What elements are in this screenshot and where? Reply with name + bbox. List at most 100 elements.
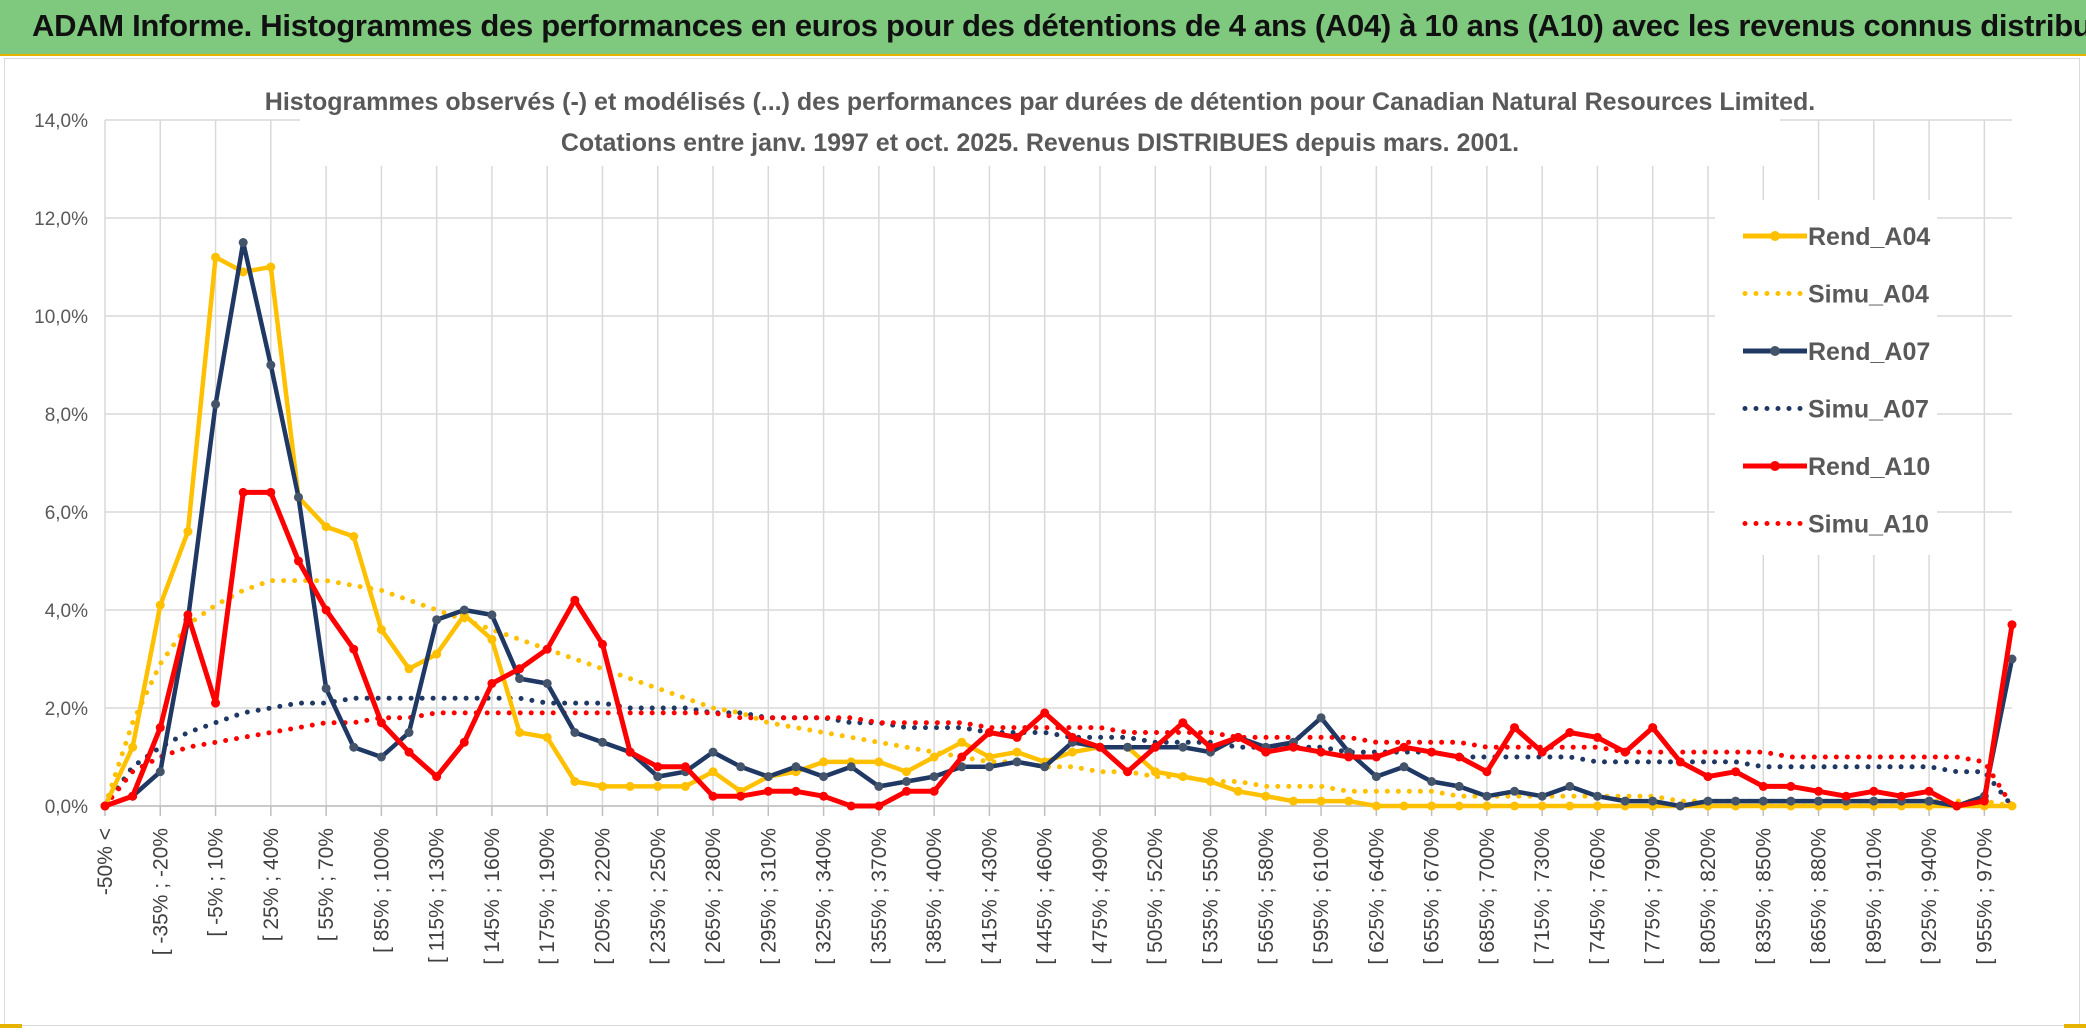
data-point-rend-a04 — [238, 267, 248, 277]
data-point-rend-a07 — [211, 399, 221, 409]
data-point-rend-a07 — [1565, 781, 1575, 791]
data-point-rend-a07 — [736, 762, 746, 772]
data-point-rend-a10 — [1731, 767, 1741, 777]
x-tick-label: [ 235% ; 250% — [647, 828, 670, 965]
data-point-rend-a10 — [155, 723, 165, 733]
data-point-rend-a04 — [1288, 796, 1298, 806]
data-point-rend-a10 — [957, 752, 967, 762]
legend: Rend_A04 Simu_A04 Rend_A07 Simu_A07 Rend_A10… — [1715, 200, 1937, 555]
data-point-rend-a10 — [1537, 747, 1547, 757]
x-tick-label: [ 175% ; 190% — [536, 828, 559, 965]
data-point-rend-a10 — [1178, 718, 1188, 728]
data-point-rend-a04 — [1399, 801, 1409, 811]
legend-label: Rend_A07 — [1808, 338, 1930, 366]
data-point-rend-a07 — [929, 772, 939, 782]
y-tick-label: 12,0% — [34, 209, 88, 230]
legend-marker — [1770, 231, 1780, 241]
data-point-rend-a10 — [1565, 728, 1575, 737]
y-tick-label: 0,0% — [45, 797, 88, 818]
x-tick-label: [ 625% ; 640% — [1365, 828, 1388, 965]
data-point-rend-a07 — [238, 238, 248, 247]
data-point-rend-a10 — [1592, 732, 1602, 742]
x-tick-label: [ 925% ; 940% — [1918, 828, 1941, 965]
x-tick-label: [ -35% ; -20% — [149, 828, 172, 955]
data-point-rend-a10 — [570, 595, 580, 605]
data-point-rend-a10 — [1841, 791, 1851, 801]
legend-label: Simu_A07 — [1808, 396, 1929, 424]
data-point-rend-a07 — [957, 762, 967, 772]
data-point-rend-a10 — [1206, 742, 1216, 752]
data-point-rend-a07 — [293, 492, 303, 502]
x-tick-label: [ 415% ; 430% — [978, 828, 1001, 965]
data-point-rend-a04 — [1344, 796, 1354, 806]
data-point-rend-a07 — [1482, 791, 1492, 801]
data-point-rend-a07 — [1427, 777, 1437, 786]
x-tick-label: [ 25% ; 40% — [260, 828, 283, 941]
x-tick-label: [ 745% ; 760% — [1586, 828, 1609, 965]
data-point-rend-a04 — [1206, 777, 1216, 786]
data-point-rend-a10 — [1288, 742, 1298, 752]
x-tick-label: [ 865% ; 880% — [1808, 828, 1831, 965]
corner-accent-left — [0, 1024, 22, 1028]
corner-accent-right — [2064, 1024, 2086, 1028]
series-rend-a07 — [100, 238, 2017, 811]
x-tick-label: [ 115% ; 130% — [426, 828, 449, 963]
x-tick-label: [ 355% ; 370% — [868, 828, 891, 965]
data-point-rend-a07 — [1123, 742, 1133, 752]
legend-marker — [1770, 346, 1780, 356]
data-point-rend-a07 — [1648, 796, 1658, 806]
series-line-rend-a10 — [104, 489, 2015, 809]
legend-label: Simu_A10 — [1808, 511, 1929, 539]
data-point-rend-a04 — [1482, 801, 1492, 811]
data-point-rend-a07 — [1786, 796, 1796, 806]
data-point-rend-a07 — [846, 762, 856, 772]
data-point-rend-a10 — [211, 698, 221, 708]
data-point-rend-a10 — [1758, 781, 1768, 791]
data-point-rend-a10 — [1344, 752, 1354, 762]
data-point-rend-a10 — [1648, 723, 1658, 733]
data-point-rend-a04 — [1427, 801, 1437, 811]
data-point-rend-a10 — [1012, 732, 1022, 742]
data-point-rend-a07 — [1869, 796, 1879, 806]
x-tick-label: [ 565% ; 580% — [1255, 828, 1278, 965]
data-point-rend-a07 — [1924, 796, 1934, 806]
data-point-rend-a10 — [846, 801, 856, 811]
x-tick-label: [ 805% ; 820% — [1697, 828, 1720, 965]
data-point-rend-a07 — [2007, 654, 2017, 664]
data-point-rend-a07 — [542, 679, 552, 688]
data-point-rend-a04 — [708, 767, 718, 777]
data-point-rend-a07 — [1012, 757, 1022, 767]
data-point-rend-a04 — [183, 527, 193, 537]
series-line-simu-a04 — [102, 578, 2015, 809]
data-point-rend-a07 — [1758, 796, 1768, 806]
data-point-rend-a07 — [404, 728, 414, 737]
data-point-rend-a04 — [404, 664, 414, 674]
data-point-rend-a10 — [1316, 747, 1326, 757]
legend-item-simu-a04: Simu_A04 — [1742, 281, 1929, 309]
data-point-rend-a10 — [929, 786, 939, 796]
data-point-rend-a10 — [100, 801, 110, 811]
x-tick-label: [ 895% ; 910% — [1863, 828, 1886, 965]
banner-title: ADAM Informe. Histogrammes des performan… — [32, 8, 2086, 43]
x-tick-label: [ 955% ; 970% — [1973, 828, 1996, 965]
data-point-rend-a10 — [487, 679, 497, 688]
data-point-rend-a07 — [1399, 762, 1409, 772]
data-point-rend-a07 — [376, 752, 386, 762]
data-point-rend-a07 — [1675, 801, 1685, 811]
data-point-rend-a04 — [653, 781, 663, 791]
data-point-rend-a07 — [1040, 762, 1050, 772]
x-tick-label: [ 535% ; 550% — [1200, 828, 1223, 965]
chart-frame — [4, 58, 2080, 1026]
data-point-rend-a10 — [1952, 801, 1962, 811]
data-point-rend-a10 — [625, 747, 635, 757]
legend-marker — [1770, 461, 1780, 471]
x-tick-label: [ 385% ; 400% — [923, 828, 946, 965]
data-point-rend-a07 — [763, 772, 773, 782]
y-axis-ticks: 0,0% 2,0% 4,0% 6,0% 8,0% 10,0% 12,0% 14,0% — [34, 111, 88, 818]
data-point-rend-a04 — [984, 752, 994, 762]
legend-item-simu-a07: Simu_A07 — [1742, 396, 1929, 424]
data-point-rend-a10 — [376, 718, 386, 728]
data-point-rend-a10 — [1371, 752, 1381, 762]
data-point-rend-a04 — [625, 781, 635, 791]
data-point-rend-a10 — [1261, 747, 1271, 757]
